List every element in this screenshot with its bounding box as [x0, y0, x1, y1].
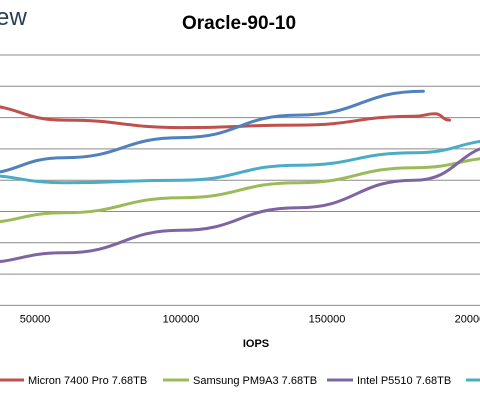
series-line [0, 89, 425, 174]
chart-title: Oracle-90-10 [181, 13, 297, 34]
legend-label: Micron 7400 Pro 7.68TB [28, 375, 147, 387]
series-line [0, 147, 480, 264]
series-line [0, 157, 480, 224]
legend-label: Samsung PM9A3 7.68TB [193, 375, 317, 387]
x-axis-ticks: 50000 100000 150000 200000 [20, 313, 480, 325]
brand-logo-text: ew [0, 4, 28, 31]
legend-label: Intel P5510 7.68TB [357, 375, 451, 387]
series-lines [0, 89, 480, 264]
x-tick-label: 150000 [309, 313, 346, 325]
x-axis-label: IOPS [243, 338, 269, 350]
series-line [0, 140, 480, 185]
series-line [0, 105, 452, 130]
legend: Micron 7400 Pro 7.68TB Samsung PM9A3 7.68… [0, 375, 480, 387]
x-tick-label: 100000 [163, 313, 200, 325]
x-tick-label: 50000 [20, 313, 51, 325]
x-tick-label: 200000 [455, 313, 480, 325]
